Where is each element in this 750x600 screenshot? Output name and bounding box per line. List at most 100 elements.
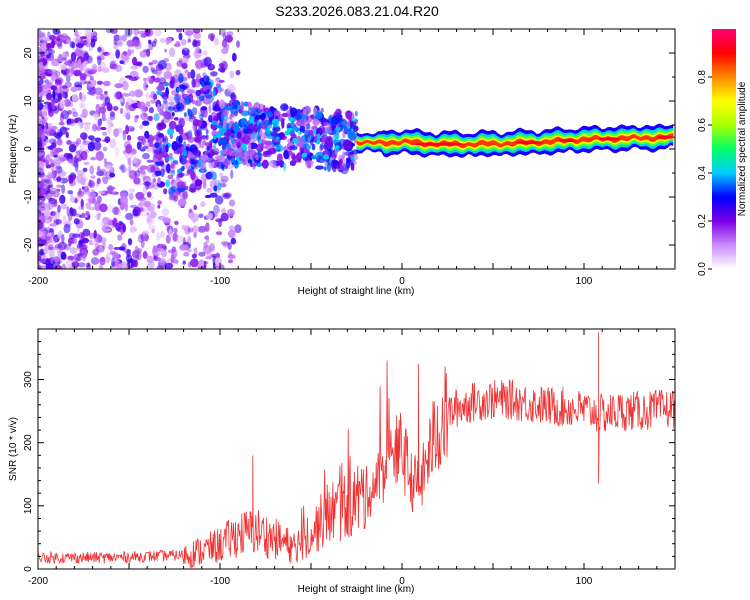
spectrogram-cell bbox=[179, 172, 185, 177]
spectrogram-cell bbox=[275, 136, 280, 141]
snr-line bbox=[38, 332, 675, 569]
spectrogram-cell bbox=[127, 157, 132, 166]
spectrogram-cell bbox=[130, 127, 134, 132]
spectrogram-cell bbox=[66, 67, 75, 77]
spectrogram-cell bbox=[85, 202, 91, 210]
spectrogram-cell bbox=[118, 246, 126, 251]
spectrogram-cell bbox=[220, 212, 229, 222]
spectrogram-cell bbox=[231, 94, 238, 101]
spectrogram-cell bbox=[77, 58, 82, 68]
y-tick-label: 0 bbox=[23, 566, 34, 572]
spectrogram-cell bbox=[193, 136, 201, 143]
spectrogram-cell bbox=[283, 162, 286, 172]
spectrogram-cell bbox=[38, 231, 44, 238]
spectrogram-cell bbox=[95, 95, 101, 100]
spectrogram-cell bbox=[198, 251, 206, 257]
spectrogram-cell bbox=[194, 99, 202, 107]
spectrogram-cell bbox=[218, 138, 228, 146]
spectrogram-cell bbox=[234, 138, 244, 147]
spectrogram-cell bbox=[320, 143, 324, 151]
spectrogram-cell bbox=[171, 112, 175, 117]
y-tick-label: 20 bbox=[23, 47, 34, 59]
spectrogram-cell bbox=[100, 126, 107, 131]
spectrogram-cell bbox=[49, 158, 53, 163]
y-tick-label: 100 bbox=[23, 497, 34, 514]
spectrogram-cell bbox=[323, 166, 327, 171]
spectrogram-cell bbox=[158, 182, 165, 187]
spectrogram-cell bbox=[68, 240, 72, 247]
spectrogram-cell bbox=[168, 228, 173, 238]
spectrogram-cell bbox=[150, 99, 156, 104]
spectrogram-cell bbox=[88, 69, 97, 73]
spectrogram-cell bbox=[182, 56, 189, 64]
spectrogram-cell bbox=[47, 184, 54, 189]
spectrogram-cell bbox=[133, 259, 139, 268]
spectrogram-cell bbox=[40, 241, 47, 246]
spectrogram-cell bbox=[192, 41, 201, 47]
spectrogram-cell bbox=[83, 161, 90, 166]
spectrogram-cell bbox=[95, 103, 101, 113]
spectrogram-cell bbox=[191, 107, 198, 116]
spectrogram-cell bbox=[151, 228, 155, 234]
spectrogram-cell bbox=[158, 108, 164, 116]
spectrogram-cell bbox=[42, 118, 48, 123]
spectrogram-cell bbox=[50, 211, 56, 217]
spectrogram-cell bbox=[132, 250, 140, 259]
spectrogram-cell bbox=[132, 208, 139, 217]
spectrogram-cell bbox=[101, 67, 110, 73]
spectrogram-cell bbox=[301, 152, 308, 158]
spectrogram-cell bbox=[181, 165, 185, 172]
spectrogram-cell bbox=[253, 123, 259, 133]
spectrogram-cell bbox=[49, 223, 58, 227]
spectrogram-cell bbox=[38, 140, 43, 148]
spectrogram-cell bbox=[263, 145, 271, 150]
spectrogram-cell bbox=[159, 257, 167, 264]
spectrogram-cell bbox=[142, 65, 149, 73]
spectrogram-cell bbox=[191, 78, 196, 88]
spectrogram-cell bbox=[137, 233, 144, 243]
spectrogram-cell bbox=[181, 155, 186, 165]
spectrogram-cell bbox=[114, 146, 120, 157]
spectrogram-cell bbox=[182, 260, 186, 265]
spectrogram-cell bbox=[53, 265, 63, 269]
spectrogram-cell bbox=[89, 165, 94, 175]
spectrogram-cell bbox=[139, 210, 148, 217]
colorbar-tick-label: 0.0 bbox=[697, 262, 708, 276]
spectrogram-cell bbox=[272, 121, 278, 128]
spectrogram-cell bbox=[155, 232, 161, 241]
spectrogram-cell bbox=[180, 47, 189, 51]
spectrogram-cell bbox=[84, 124, 91, 131]
spectrogram-cell bbox=[55, 166, 61, 170]
spectrogram-cell bbox=[44, 79, 50, 84]
spectrogram-cell bbox=[174, 93, 180, 104]
spectrogram-cell bbox=[115, 49, 121, 59]
spectrogram-cell bbox=[122, 53, 130, 64]
spectrogram-cell bbox=[311, 125, 318, 131]
spectrogram-cell bbox=[60, 110, 70, 120]
spectrogram-cell bbox=[49, 34, 56, 41]
spectrogram-cell bbox=[349, 159, 354, 166]
spectrogram-cell bbox=[305, 105, 309, 112]
spectrogram-cell bbox=[161, 243, 167, 249]
spectrogram-cell bbox=[305, 160, 313, 169]
spectrogram-cell bbox=[168, 186, 176, 196]
spectrogram-cell bbox=[105, 29, 115, 34]
spectrogram-cell bbox=[278, 132, 286, 140]
y-tick-label: 200 bbox=[23, 434, 34, 451]
spectrogram-cell bbox=[52, 190, 60, 198]
spectrogram-cell bbox=[94, 137, 102, 143]
spectrogram-cell bbox=[298, 158, 302, 163]
spectrogram-cell bbox=[146, 48, 151, 57]
spectrogram-cell bbox=[307, 144, 311, 150]
spectrogram-cell bbox=[224, 132, 232, 137]
spectrogram-cell bbox=[38, 161, 43, 165]
spectrogram-cell bbox=[115, 91, 123, 100]
spectrogram-cell bbox=[172, 159, 179, 164]
spectrogram-cell bbox=[53, 132, 60, 138]
spectrogram-cell bbox=[176, 181, 186, 189]
y-tick-label: -20 bbox=[23, 237, 34, 252]
spectrogram-cell bbox=[317, 133, 321, 140]
spectrogram-cell bbox=[206, 212, 214, 220]
y-tick-label: 10 bbox=[23, 95, 34, 107]
spectrogram-cell bbox=[89, 242, 97, 246]
